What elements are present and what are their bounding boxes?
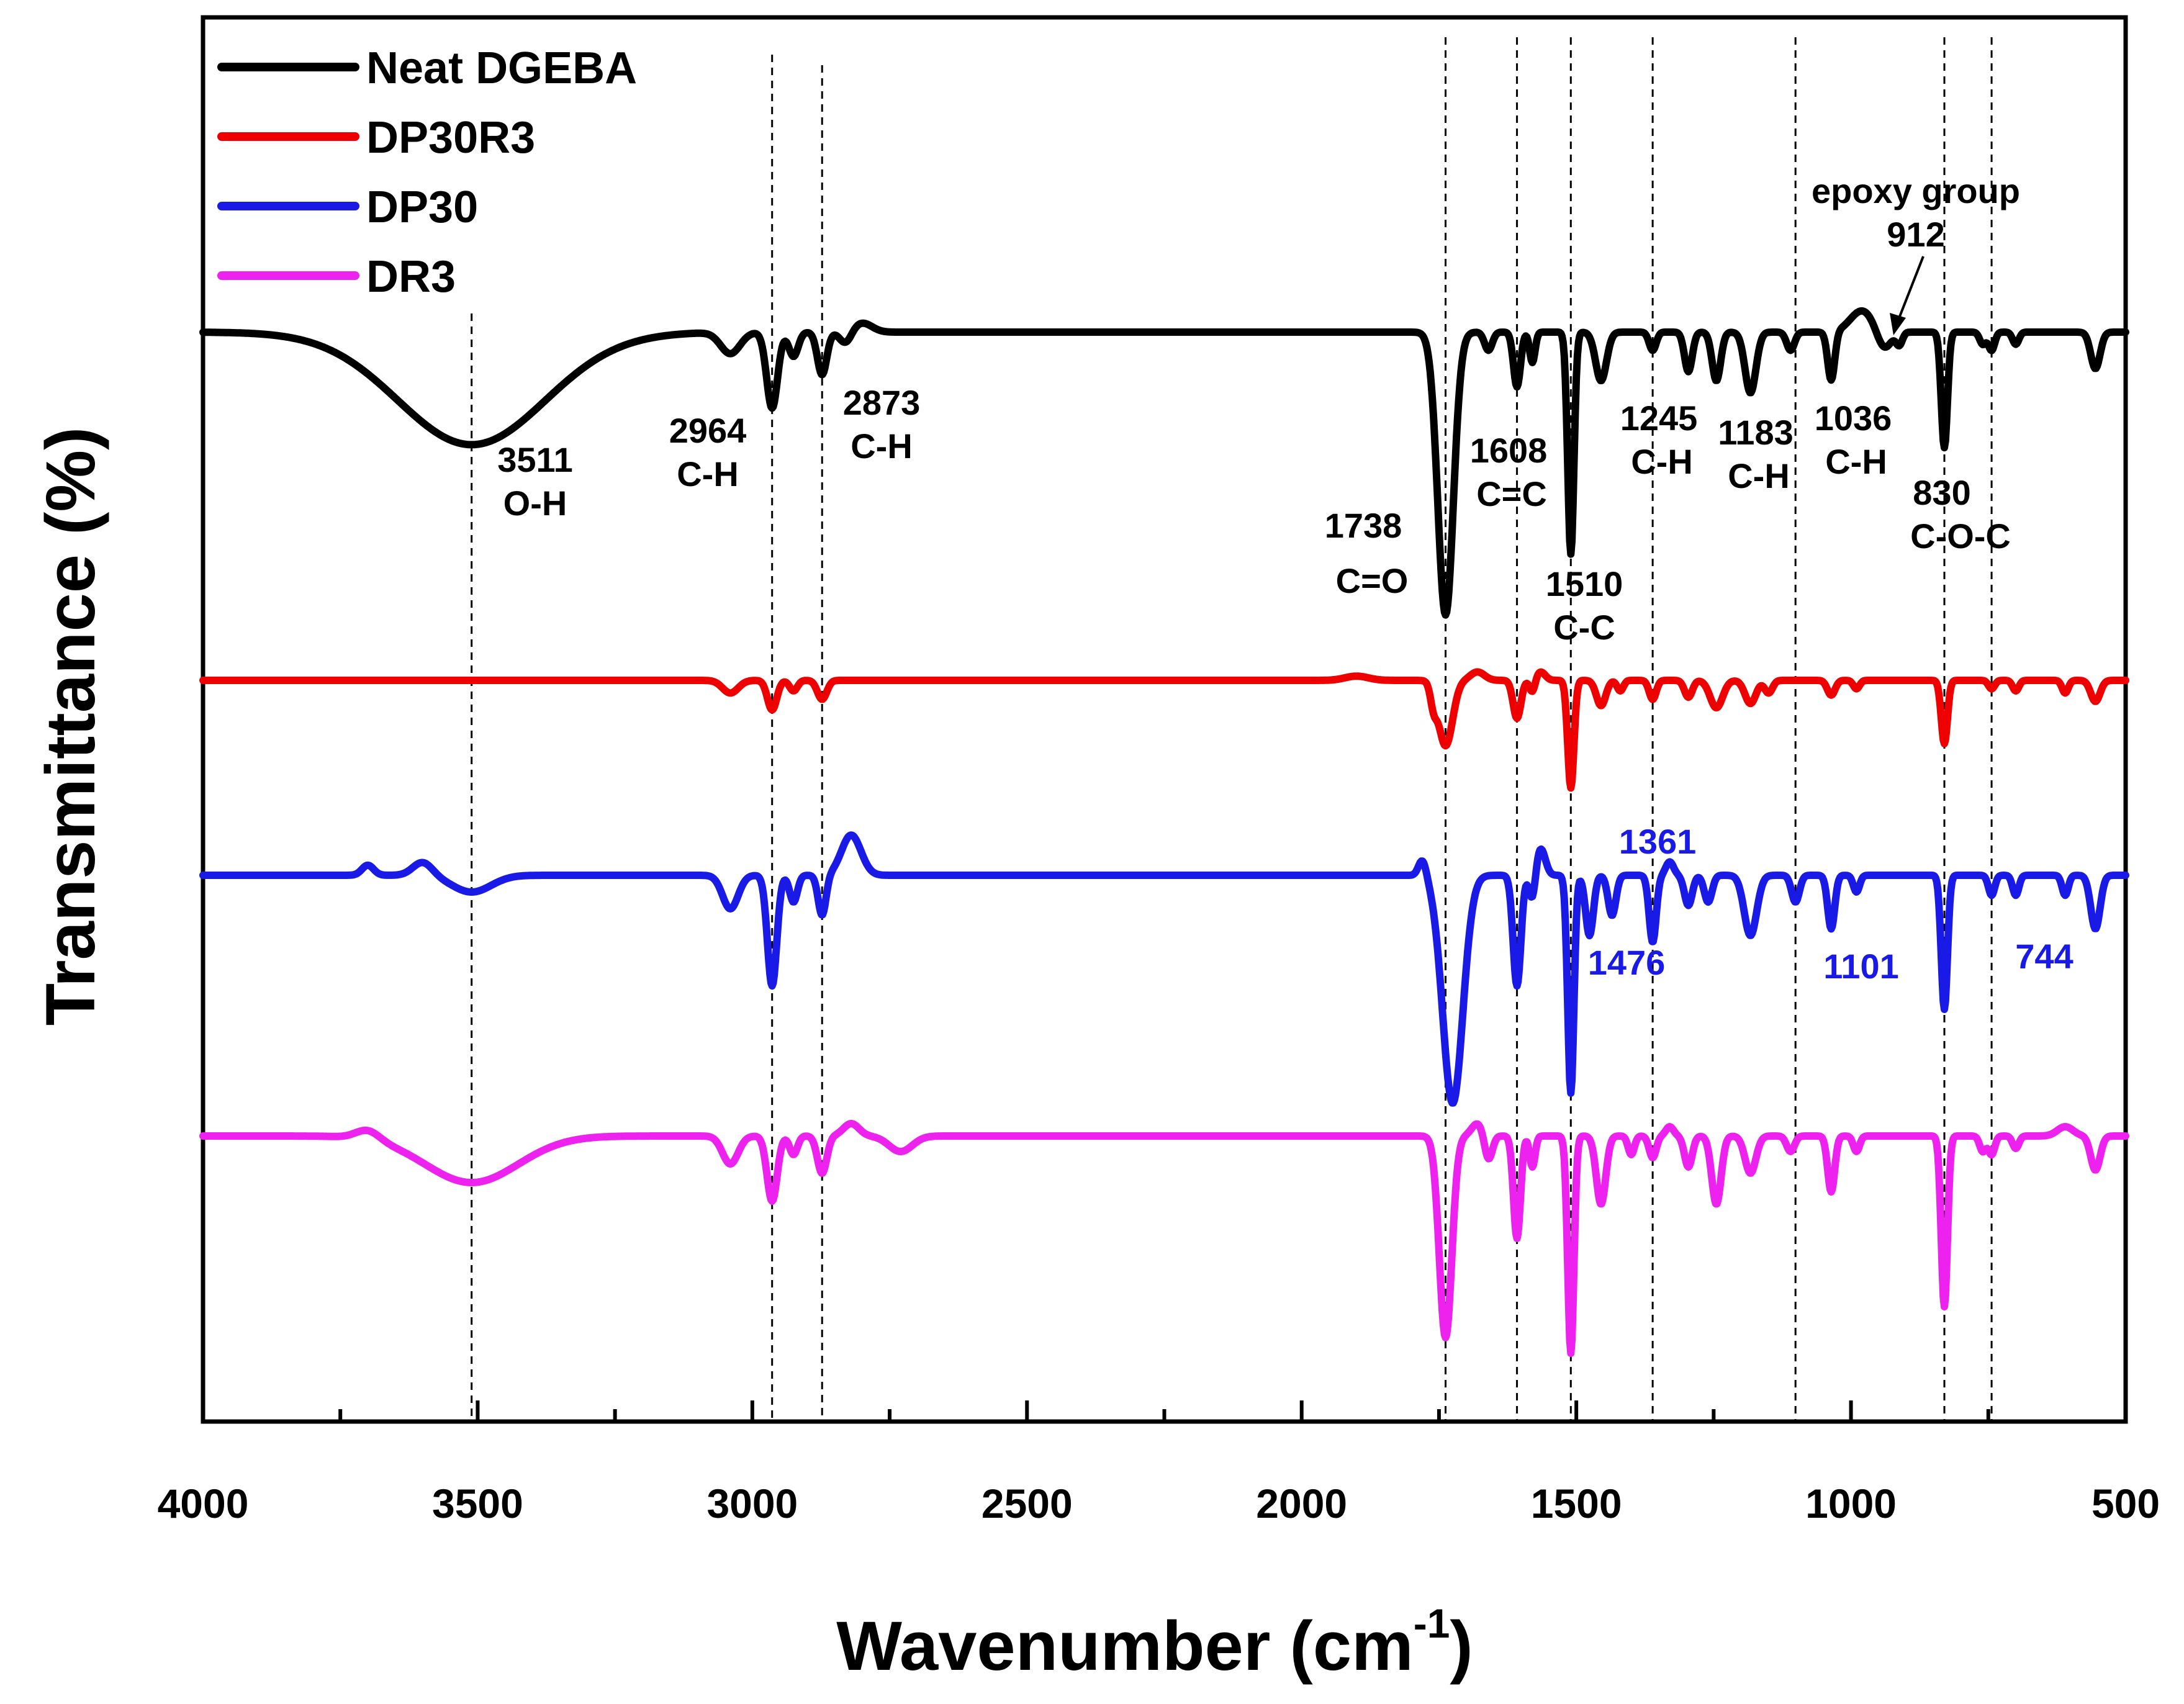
annotation-label: 1101	[1823, 947, 1899, 986]
reference-lines	[471, 37, 1993, 1422]
annotation-sublabel: C-H	[1825, 442, 1887, 481]
series-line-3	[199, 1120, 2129, 1357]
annotation-label: 1361	[1619, 822, 1697, 861]
x-tick-label: 3500	[432, 1481, 523, 1526]
legend-entry: DP30	[366, 183, 478, 232]
legend-entry: DR3	[366, 252, 456, 302]
annotation-label: 1476	[1588, 943, 1666, 982]
plot-frame	[201, 15, 2128, 1424]
annotation-sublabel: C-H	[1631, 442, 1693, 481]
annotation-label: 744	[2015, 937, 2073, 976]
x-axis-title: Wavenumber (cm-1)	[836, 1600, 1473, 1685]
annotation-label: 830	[1913, 473, 1970, 512]
series-lines	[199, 307, 2129, 1357]
annotation-label: epoxy group	[1812, 171, 2020, 210]
x-axis-title-close: )	[1450, 1607, 1473, 1685]
y-axis-title: Transmittance (%)	[32, 427, 109, 1026]
x-tick-label: 2500	[981, 1481, 1073, 1526]
annotation-label: 1245	[1620, 399, 1698, 438]
x-tick-label: 500	[2091, 1481, 2160, 1526]
epoxy-arrow-shaft	[1897, 256, 1925, 320]
annotation-label: 2873	[843, 383, 921, 422]
x-tick-label: 4000	[158, 1481, 249, 1526]
annotation-sublabel: C=C	[1476, 474, 1547, 513]
annotation-sublabel: C-H	[1728, 456, 1790, 495]
annotation-label: 3511	[497, 440, 573, 479]
annotation-label: 2964	[669, 411, 747, 450]
legend-entry: DP30R3	[366, 113, 535, 163]
annotation-sublabel: C=O	[1336, 561, 1409, 600]
annotation-label: 1036	[1815, 399, 1892, 438]
annotation-label: 1738	[1325, 506, 1402, 545]
annotation-sublabel: 912	[1887, 215, 1944, 254]
series-line-2	[199, 831, 2129, 1107]
annotation-sublabel: C-O-C	[1910, 516, 2011, 556]
annotation-sublabel: O-H	[503, 484, 567, 523]
annotation-label: 1510	[1546, 564, 1623, 603]
legend: Neat DGEBA DP30R3 DP30 DR3	[217, 43, 637, 302]
peak-annotations: 3511 O-H 2964 C-H 2873 C-H 1738 C=O 1608 C=C 1510 C…	[497, 171, 2073, 986]
annotation-sublabel: C-C	[1553, 608, 1615, 647]
x-tick-label: 1500	[1531, 1481, 1622, 1526]
annotation-sublabel: C-H	[851, 426, 913, 466]
series-line-0	[199, 307, 2129, 619]
x-axis-title-main: Wavenumber (cm	[836, 1607, 1413, 1685]
annotation-label: 1183	[1718, 413, 1794, 452]
legend-entry: Neat DGEBA	[366, 43, 637, 93]
x-tick-label: 1000	[1805, 1481, 1897, 1526]
epoxy-arrow-head	[1890, 313, 1906, 335]
x-axis-ticks	[201, 1400, 2128, 1422]
x-tick-label: 2000	[1256, 1481, 1347, 1526]
x-axis-tick-labels: 4000 3500 3000 2500 2000 1500 1000 500	[158, 1481, 2160, 1526]
series-line-1	[199, 668, 2129, 792]
annotation-sublabel: C-H	[677, 454, 739, 494]
x-axis-title-superscript: -1	[1414, 1600, 1450, 1646]
x-tick-label: 3000	[706, 1481, 798, 1526]
annotation-label: 1608	[1470, 431, 1548, 470]
